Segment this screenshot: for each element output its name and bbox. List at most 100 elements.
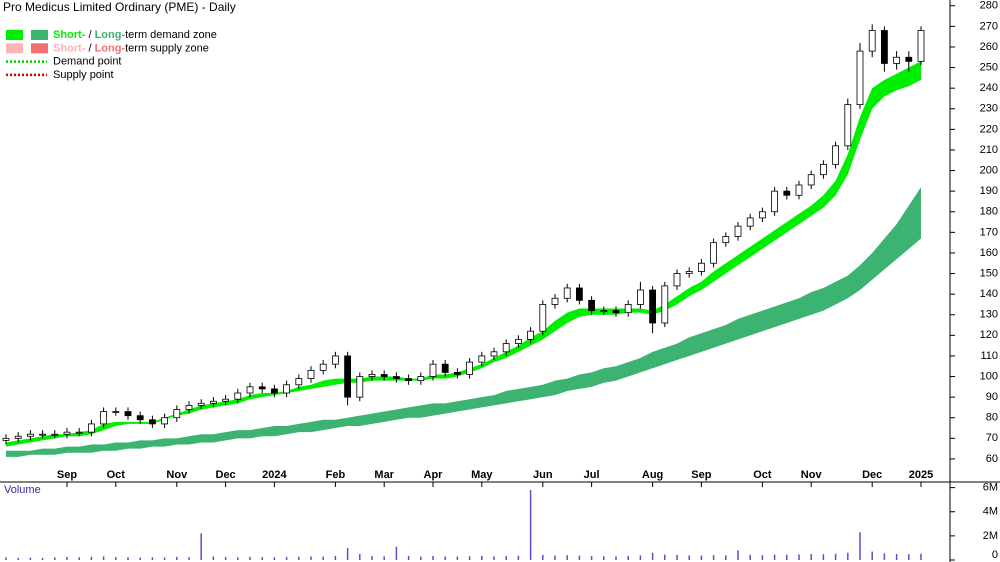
volume-bar: [810, 553, 812, 560]
volume-bar: [383, 556, 385, 560]
y-tick-label: 150: [980, 267, 998, 279]
volume-bar: [249, 556, 251, 560]
x-tick-label: Sep: [691, 469, 711, 481]
candle-body: [344, 355, 352, 398]
volume-bar: [285, 556, 288, 560]
x-tick-label: Jul: [584, 469, 600, 481]
volume-bar: [420, 556, 422, 560]
volume-bar: [17, 557, 19, 560]
volume-bar: [41, 557, 44, 560]
volume-bar: [444, 556, 446, 560]
legend-text: term demand zone: [125, 29, 217, 41]
candle-body: [270, 388, 278, 394]
volume-bar: [554, 555, 556, 560]
candle-body: [417, 376, 425, 382]
volume-bar: [676, 554, 678, 560]
volume-bar: [407, 555, 410, 560]
candle-body: [222, 398, 230, 402]
candle-body: [746, 217, 754, 227]
candle-body: [14, 435, 22, 439]
y-tick-label: 230: [980, 103, 998, 115]
y-tick-label: 100: [980, 370, 998, 382]
candles: [2, 24, 925, 445]
volume-bar: [773, 554, 776, 560]
volume-bar: [664, 554, 666, 560]
candle-body: [856, 50, 864, 106]
axes: 60 70 80 90 100 110 120 130 140 150 160 170 180 190 20…: [57, 0, 998, 561]
volume-bar: [346, 547, 349, 560]
volume-bar: [54, 557, 56, 560]
candle-body: [39, 433, 46, 436]
candle-body: [185, 404, 193, 410]
volume-bar: [29, 557, 32, 560]
legend-text: Long-: [95, 42, 126, 54]
volume-bar: [224, 556, 227, 560]
candle-body: [783, 190, 791, 196]
candle-body: [881, 30, 888, 64]
candle-body: [2, 437, 10, 441]
volume-bar: [737, 550, 739, 560]
volume-bar: [127, 557, 129, 560]
volume-bar: [151, 557, 154, 560]
volume-panel: [5, 490, 922, 560]
legend-text: /: [85, 42, 94, 54]
legend-text: term supply zone: [125, 42, 209, 54]
candle-body: [197, 402, 205, 406]
volume-tick-label: 4M: [983, 506, 998, 518]
candle-body: [63, 431, 71, 435]
volume-bar: [456, 556, 459, 560]
volume-bar: [432, 556, 434, 560]
candle-body: [112, 411, 120, 413]
legend-swatch: [6, 43, 23, 54]
volume-bar: [920, 553, 922, 560]
volume-bar: [749, 554, 751, 560]
chart-title: Pro Medicus Limited Ordinary (PME) - Dai…: [3, 0, 236, 14]
y-tick-label: 210: [980, 144, 998, 156]
candle-body: [368, 374, 376, 377]
legend-text: /: [85, 29, 94, 41]
volume-bar: [895, 553, 898, 560]
x-tick-label: Jun: [533, 469, 553, 481]
volume-bar: [578, 555, 581, 560]
candle-body: [478, 355, 486, 363]
candle-body: [173, 409, 181, 419]
x-tick-label: Nov: [801, 469, 823, 481]
x-tick-label: Dec: [216, 469, 236, 481]
volume-bar: [798, 554, 800, 560]
legend-swatch: [31, 30, 48, 40]
legend-swatch: [31, 43, 48, 54]
legend-text: Short-: [53, 29, 86, 41]
volume-bar: [102, 556, 105, 560]
legend-swatch: [6, 30, 23, 40]
volume-bar: [261, 557, 263, 560]
candle-body: [502, 343, 510, 353]
legend-label: Demand point: [53, 56, 122, 68]
x-tick-label: 2024: [262, 469, 287, 481]
candle-body: [490, 351, 498, 357]
candle-body: [234, 392, 242, 400]
x-tick-label: Feb: [326, 469, 346, 481]
y-tick-label: 60: [986, 453, 998, 465]
volume-bar: [371, 556, 373, 560]
x-tick-label: May: [471, 469, 493, 481]
candle-body: [283, 384, 291, 394]
candle-body: [441, 363, 449, 373]
y-tick-label: 170: [980, 226, 998, 238]
candle-body: [795, 184, 803, 196]
candle-body: [551, 297, 559, 305]
candle-body: [392, 376, 400, 379]
candle-body: [539, 304, 547, 332]
zones: [6, 61, 921, 457]
candle-body: [26, 433, 34, 437]
x-tick-label: Oct: [107, 469, 126, 481]
volume-bar: [603, 556, 605, 560]
candle-body: [600, 310, 608, 313]
volume-bar: [115, 557, 117, 560]
volume-bar: [529, 490, 532, 560]
volume-bar: [139, 557, 141, 560]
volume-bar: [212, 556, 215, 560]
candle-body: [563, 287, 571, 299]
candle-body: [710, 242, 717, 264]
